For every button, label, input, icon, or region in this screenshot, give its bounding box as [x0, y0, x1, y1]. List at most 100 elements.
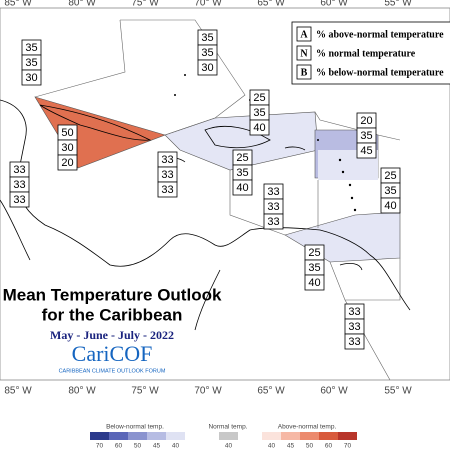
- longitude-label: 55° W: [384, 386, 412, 397]
- legend-key-box: [296, 45, 312, 61]
- prob-value: 45: [360, 145, 372, 157]
- logo-subtitle: CARIBBEAN CLIMATE OUTLOOK FORUM: [59, 368, 166, 374]
- prob-value: 33: [161, 154, 173, 166]
- colorbar-swatch: [109, 432, 128, 440]
- colorbar-swatch: [262, 432, 281, 440]
- prob-value: 20: [61, 157, 73, 169]
- prob-box: [356, 142, 377, 159]
- prob-value: 30: [25, 72, 37, 84]
- prob-value: 33: [267, 216, 279, 228]
- legend-key-box: [296, 64, 312, 80]
- title: for the Caribbean: [42, 305, 183, 324]
- colorbar-swatch: [319, 432, 338, 440]
- colorbar-label: Normal temp.: [208, 424, 247, 431]
- prob-value: 30: [201, 62, 213, 74]
- colorbar-label: Below-normal temp.: [106, 424, 164, 431]
- prob-value: 50: [61, 127, 73, 139]
- prob-value: 33: [13, 194, 25, 206]
- prob-value: 35: [384, 185, 396, 197]
- colorbar-swatch: [90, 432, 109, 440]
- legend: A % above-normal temperature N % normal tem…: [291, 21, 450, 85]
- prob-value: 20: [360, 115, 372, 127]
- legend-key: A: [300, 29, 308, 40]
- legend-frame: [291, 21, 450, 85]
- longitude-label: 80° W: [68, 386, 96, 397]
- prob-box: [197, 59, 218, 76]
- legend-text: % above-normal temperature: [316, 29, 444, 40]
- colorbar-swatch: [147, 432, 166, 440]
- colorbar-tick: 40: [172, 443, 180, 450]
- prob-value: 33: [348, 336, 360, 348]
- colorbar-tick: 60: [115, 443, 123, 450]
- legend-key-box: [296, 26, 312, 42]
- colorbar-swatch: [219, 432, 238, 440]
- colorbar-tick: 40: [268, 443, 276, 450]
- prob-value: 35: [360, 130, 372, 142]
- prob-value: 40: [236, 182, 248, 194]
- prob-box: [232, 179, 253, 196]
- colorbar-tick: 40: [225, 443, 233, 450]
- prob-value: 35: [201, 47, 213, 59]
- colorbar-tick: 45: [153, 443, 161, 450]
- legend-text: % below-normal temperature: [316, 67, 444, 78]
- colorbar-tick: 50: [134, 443, 142, 450]
- prob-box: [21, 69, 42, 86]
- period: May - June - July - 2022: [50, 328, 174, 342]
- prob-value: 35: [308, 262, 320, 274]
- colorbar-tick: 50: [306, 443, 314, 450]
- prob-value: 33: [13, 179, 25, 191]
- logo: CariCOF: [72, 341, 153, 366]
- colorbar-swatch: [166, 432, 185, 440]
- longitude-label: 65° W: [257, 386, 285, 397]
- longitude-label: 60° W: [320, 0, 348, 9]
- prob-value: 33: [348, 306, 360, 318]
- prob-value: 30: [61, 142, 73, 154]
- longitude-label: 80° W: [68, 0, 96, 9]
- prob-box: [380, 197, 401, 214]
- longitude-label: 70° W: [194, 386, 222, 397]
- colorbar-tick: 70: [96, 443, 104, 450]
- longitude-label: 85° W: [4, 0, 32, 9]
- colorbar-tick: 70: [344, 443, 352, 450]
- colorbar-tick: 60: [325, 443, 333, 450]
- prob-value: 35: [25, 57, 37, 69]
- prob-box: [9, 191, 30, 208]
- coastlines: [0, 99, 411, 331]
- prob-value: 33: [161, 184, 173, 196]
- colorbar-swatch: [338, 432, 357, 440]
- colorbar-swatch: [300, 432, 319, 440]
- colorbar-tick: 45: [287, 443, 295, 450]
- prob-value: 33: [348, 321, 360, 333]
- prob-value: 33: [13, 164, 25, 176]
- longitude-label: 75° W: [131, 0, 159, 9]
- legend-text: % normal temperature: [316, 48, 416, 59]
- prob-value: 35: [236, 167, 248, 179]
- prob-box: [57, 154, 78, 171]
- colorbar-swatch: [281, 432, 300, 440]
- prob-box: [157, 181, 178, 198]
- prob-value: 33: [267, 201, 279, 213]
- longitude-label: 65° W: [257, 0, 285, 9]
- prob-value: 35: [201, 32, 213, 44]
- colorbar-swatch: [128, 432, 147, 440]
- prob-value: 25: [236, 152, 248, 164]
- title: Mean Temperature Outlook: [3, 285, 222, 304]
- prob-value: 40: [308, 277, 320, 289]
- prob-value: 25: [384, 170, 396, 182]
- prob-value: 40: [253, 122, 265, 134]
- longitude-label: 75° W: [131, 386, 159, 397]
- prob-value: 25: [253, 92, 265, 104]
- longitude-label: 70° W: [194, 0, 222, 9]
- colorbar-label: Above-normal temp.: [278, 424, 337, 431]
- prob-value: 33: [161, 169, 173, 181]
- prob-value: 33: [267, 186, 279, 198]
- prob-box: [304, 274, 325, 291]
- prob-value: 40: [384, 200, 396, 212]
- longitude-label: 60° W: [320, 386, 348, 397]
- legend-key: B: [301, 67, 308, 78]
- prob-box: [344, 333, 365, 350]
- longitude-label: 85° W: [4, 386, 32, 397]
- prob-value: 25: [308, 247, 320, 259]
- prob-box: [249, 119, 270, 136]
